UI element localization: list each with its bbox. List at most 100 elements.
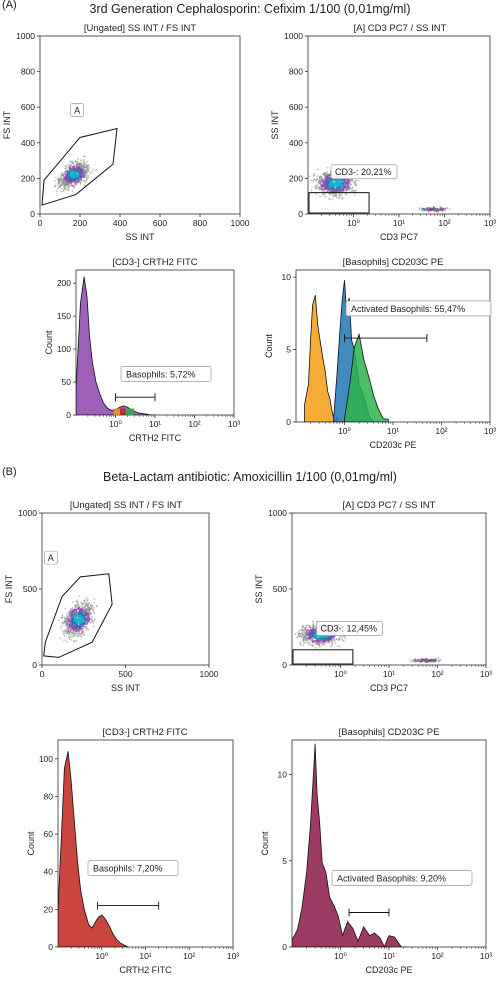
- event-dot: [418, 207, 421, 209]
- event-dot: [321, 644, 324, 647]
- event-dot: [439, 207, 441, 210]
- y-tick-label: 20: [44, 904, 54, 914]
- event-dot: [60, 627, 62, 629]
- event-dot: [328, 189, 331, 192]
- event-dot: [430, 659, 433, 662]
- event-dot: [303, 635, 306, 638]
- event-dot: [79, 615, 82, 618]
- x-tick-label: 0: [38, 218, 43, 228]
- event-dot: [331, 198, 334, 201]
- event-dot: [325, 640, 327, 643]
- event-dot: [79, 161, 82, 164]
- event-dot: [83, 162, 86, 165]
- event-dot: [81, 616, 84, 619]
- event-dot: [438, 209, 441, 211]
- event-dot: [321, 187, 324, 189]
- event-dot: [71, 618, 74, 621]
- histogram-series: [58, 751, 129, 947]
- event-dot: [89, 172, 92, 175]
- y-tick-label: 5: [282, 856, 287, 866]
- x-tick-label: 10²: [438, 218, 450, 228]
- event-dot: [322, 182, 324, 185]
- event-dot: [82, 155, 85, 158]
- event-dot: [343, 186, 346, 189]
- event-dot: [310, 189, 313, 192]
- event-dot: [85, 618, 88, 620]
- x-tick-label: 10¹: [149, 419, 161, 429]
- x-tick-label: 10⁰: [347, 218, 360, 228]
- y-tick-label: 400: [21, 138, 35, 148]
- event-dot: [71, 173, 74, 176]
- event-dot: [325, 635, 328, 638]
- event-dot: [93, 618, 96, 621]
- event-dot: [85, 627, 88, 630]
- event-dot: [73, 611, 76, 614]
- event-dot: [74, 624, 76, 627]
- event-dot: [88, 602, 91, 604]
- marker-label-box: [87, 860, 179, 877]
- event-dot: [304, 632, 307, 635]
- x-tick-label: 10²: [188, 419, 200, 429]
- event-dot: [306, 641, 309, 644]
- event-dot: [84, 618, 87, 621]
- y-axis-label: Count: [260, 831, 270, 856]
- event-dot: [93, 606, 96, 609]
- event-dot: [76, 599, 79, 602]
- event-dot: [70, 618, 72, 621]
- event-dot: [77, 614, 79, 617]
- event-dot: [64, 620, 67, 623]
- event-dot: [58, 619, 61, 622]
- y-tick-label: 80: [44, 791, 54, 801]
- event-dot: [312, 180, 315, 183]
- event-dot: [74, 617, 76, 620]
- event-dot: [312, 620, 314, 623]
- event-dot: [297, 633, 300, 636]
- event-dot: [309, 639, 312, 642]
- event-dot: [69, 166, 72, 168]
- event-dot: [72, 608, 74, 611]
- event-dot: [68, 624, 71, 627]
- event-dot: [82, 180, 84, 182]
- event-dot: [308, 625, 311, 627]
- event-dot: [344, 193, 347, 195]
- event-dot: [320, 637, 323, 640]
- event-dot: [324, 172, 327, 175]
- event-dot: [328, 197, 330, 200]
- chart-b1: [Ungated] SS INT / FS INT 0 500 1000 0 500 100…: [4, 500, 219, 693]
- event-dot: [316, 641, 319, 643]
- y-tick-label: 0: [282, 660, 287, 670]
- event-dot: [74, 182, 77, 185]
- event-dot: [63, 173, 66, 176]
- y-tick-label: 1000: [18, 508, 37, 518]
- event-dot: [87, 174, 90, 177]
- event-dot: [415, 659, 418, 662]
- event-dot: [422, 207, 424, 210]
- y-tick-label: 40: [44, 867, 54, 877]
- x-tick-label: 10¹: [393, 218, 405, 228]
- chart-a3: [CD3-] CRTH2 FITC 10⁰ 10¹ 10² 10³ 0 50 100 150 20…: [44, 257, 240, 443]
- event-dot: [424, 659, 427, 662]
- event-dot: [414, 658, 416, 661]
- event-dot: [93, 598, 96, 601]
- chart-title: [A] CD3 PC7 / SS INT: [343, 500, 436, 511]
- event-dot: [433, 659, 436, 662]
- event-dot: [86, 598, 89, 600]
- event-dot: [74, 177, 77, 180]
- histogram-tail: [125, 408, 135, 415]
- event-dot: [310, 636, 313, 639]
- event-dot: [82, 625, 84, 628]
- event-dot: [55, 190, 58, 193]
- event-dot: [66, 171, 69, 174]
- chart-title: [Basophils] CD203C PE: [339, 727, 440, 738]
- event-dot: [436, 207, 439, 210]
- event-dot: [337, 183, 340, 186]
- event-dot: [68, 182, 71, 185]
- chart-a1: [Ungated] SS INT / FS INT 0 200 400 600 800 10…: [2, 23, 250, 242]
- event-dot: [72, 162, 75, 165]
- event-dot: [57, 183, 60, 185]
- event-dot: [309, 643, 311, 645]
- event-dot: [66, 640, 68, 643]
- event-dot: [299, 632, 302, 635]
- marker-label-box: [331, 870, 473, 886]
- event-dot: [78, 628, 80, 631]
